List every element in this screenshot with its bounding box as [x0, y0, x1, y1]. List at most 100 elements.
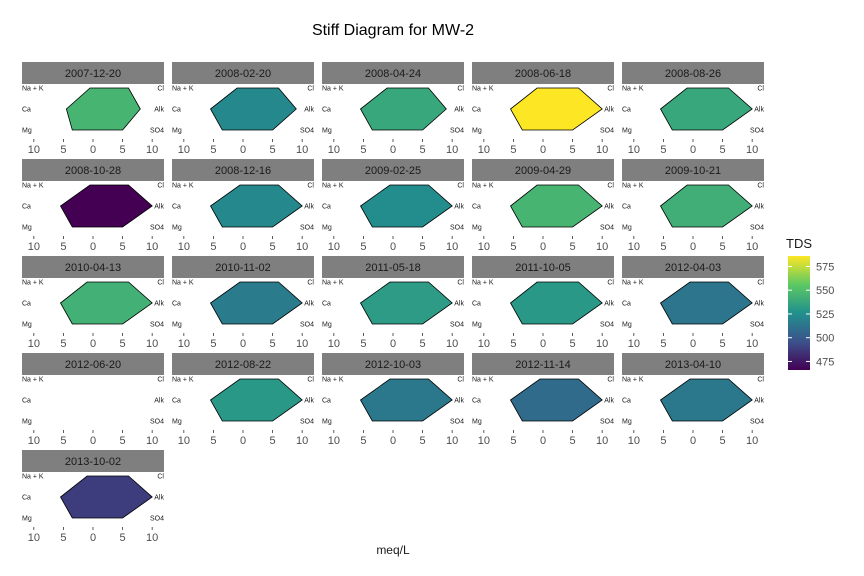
left-ion-label: Mg [22, 419, 32, 426]
facet-strip [322, 256, 464, 278]
right-ion-label: Cl [757, 86, 764, 93]
right-ion-label: Cl [757, 377, 764, 384]
left-ion-label: Mg [22, 516, 32, 523]
right-ion-label: Cl [307, 86, 314, 93]
x-tick-label: 10 [446, 338, 458, 350]
x-tick-label: 10 [146, 435, 158, 447]
right-ion-label: SO4 [150, 419, 164, 426]
x-tick-label: 5 [570, 241, 576, 253]
right-ion-label: Cl [607, 86, 614, 93]
left-ion-label: Ca [172, 204, 181, 211]
x-tick-label: 5 [210, 144, 216, 156]
right-ion-label: SO4 [300, 419, 314, 426]
left-ion-label: Mg [472, 128, 482, 135]
x-tick-label: 10 [478, 338, 490, 350]
left-ion-label: Ca [22, 398, 31, 405]
facet-label: 2013-10-02 [65, 456, 121, 468]
x-tick-label: 5 [720, 435, 726, 447]
left-ion-label: Ca [472, 398, 481, 405]
x-tick-label: 0 [540, 241, 546, 253]
facet-panel: 2012-10-03 Na + K Ca Mg Cl Alk SO4 10 5 0 5 10 [322, 353, 464, 447]
x-tick-label: 0 [540, 144, 546, 156]
x-tick-label: 0 [240, 338, 246, 350]
left-ion-label: Ca [322, 398, 331, 405]
stiff-polygon [359, 184, 453, 228]
left-ion-label: Ca [472, 107, 481, 114]
right-ion-label: Cl [607, 377, 614, 384]
x-tick-label: 10 [746, 241, 758, 253]
left-ion-label: Na + K [172, 280, 194, 287]
facet-strip [22, 62, 164, 84]
x-tick-label: 10 [446, 144, 458, 156]
x-tick-label: 0 [390, 241, 396, 253]
right-ion-label: Alk [154, 301, 164, 308]
stiff-polygon [659, 378, 753, 422]
facet-panel: 2008-10-28 Na + K Ca Mg Cl Alk SO4 10 5 0 5 10 [22, 159, 164, 253]
left-ion-label: Ca [22, 204, 31, 211]
facet-panel: 2009-04-29 Na + K Ca Mg Cl Alk SO4 10 5 0 5 10 [472, 159, 614, 253]
left-ion-label: Na + K [472, 377, 494, 384]
x-tick-label: 0 [690, 435, 696, 447]
left-ion-label: Mg [322, 128, 332, 135]
left-ion-label: Ca [322, 204, 331, 211]
facet-panel: 2012-08-22 Na + K Ca Mg Cl Alk SO4 10 5 0 5 10 [172, 353, 314, 447]
stiff-polygon [65, 87, 141, 131]
facet-strip [22, 256, 164, 278]
right-ion-label: SO4 [750, 225, 764, 232]
facet-strip [622, 62, 764, 84]
facet-panel: 2009-02-25 Na + K Ca Mg Cl Alk SO4 10 5 0 5 10 [322, 159, 464, 253]
x-tick-label: 10 [478, 435, 490, 447]
left-ion-label: Na + K [622, 86, 644, 93]
x-tick-label: 0 [90, 338, 96, 350]
left-ion-label: Ca [172, 398, 181, 405]
left-ion-label: Mg [622, 419, 632, 426]
stiff-polygon [359, 281, 453, 325]
left-ion-label: Ca [172, 301, 181, 308]
right-ion-label: Cl [307, 377, 314, 384]
facet-label: 2008-02-20 [215, 68, 271, 80]
left-ion-label: Na + K [22, 474, 44, 481]
left-ion-label: Na + K [322, 183, 344, 190]
facet-panel: 2013-10-02 Na + K Ca Mg Cl Alk SO4 10 5 0 5 10 [22, 450, 164, 544]
x-tick-label: 10 [446, 435, 458, 447]
left-ion-label: Ca [172, 107, 181, 114]
stiff-polygon [209, 281, 303, 325]
x-tick-label: 10 [28, 435, 40, 447]
facet-label: 2012-10-03 [365, 359, 421, 371]
stiff-polygon [59, 281, 153, 325]
x-tick-label: 0 [240, 144, 246, 156]
right-ion-label: Alk [304, 204, 314, 211]
x-tick-label: 10 [596, 144, 608, 156]
x-tick-label: 10 [628, 241, 640, 253]
x-tick-label: 5 [360, 338, 366, 350]
stiff-polygon [209, 184, 303, 228]
x-tick-label: 0 [90, 241, 96, 253]
facet-label: 2008-04-24 [365, 68, 421, 80]
facet-panel: 2009-10-21 Na + K Ca Mg Cl Alk SO4 10 5 0 5 10 [622, 159, 764, 253]
left-ion-label: Mg [622, 225, 632, 232]
left-ion-label: Mg [322, 225, 332, 232]
facet-panel: 2010-04-13 Na + K Ca Mg Cl Alk SO4 10 5 0 5 10 [22, 256, 164, 350]
right-ion-label: Alk [754, 204, 764, 211]
right-ion-label: SO4 [600, 419, 614, 426]
right-ion-label: SO4 [450, 128, 464, 135]
facet-label: 2009-10-21 [665, 165, 721, 177]
x-tick-label: 5 [360, 144, 366, 156]
left-ion-label: Ca [472, 204, 481, 211]
facet-panel: 2012-06-20 Na + K Ca Mg Cl Alk SO4 10 5 0 5 10 [22, 353, 164, 447]
right-ion-label: Cl [457, 86, 464, 93]
legend-colorbar [788, 256, 810, 370]
facet-strip [172, 256, 314, 278]
x-tick-label: 5 [420, 435, 426, 447]
x-tick-label: 0 [90, 532, 96, 544]
right-ion-label: Alk [754, 301, 764, 308]
facet-panel: 2012-11-14 Na + K Ca Mg Cl Alk SO4 10 5 0 5 10 [472, 353, 614, 447]
facet-panel: 2008-06-18 Na + K Ca Mg Cl Alk SO4 10 5 0 5 10 [472, 62, 614, 156]
facet-strip [22, 450, 164, 472]
x-tick-label: 5 [720, 338, 726, 350]
facet-label: 2010-04-13 [65, 262, 121, 274]
x-tick-label: 5 [60, 532, 66, 544]
chart-title: Stiff Diagram for MW-2 [312, 22, 474, 39]
x-tick-label: 5 [210, 435, 216, 447]
x-tick-label: 5 [120, 144, 126, 156]
